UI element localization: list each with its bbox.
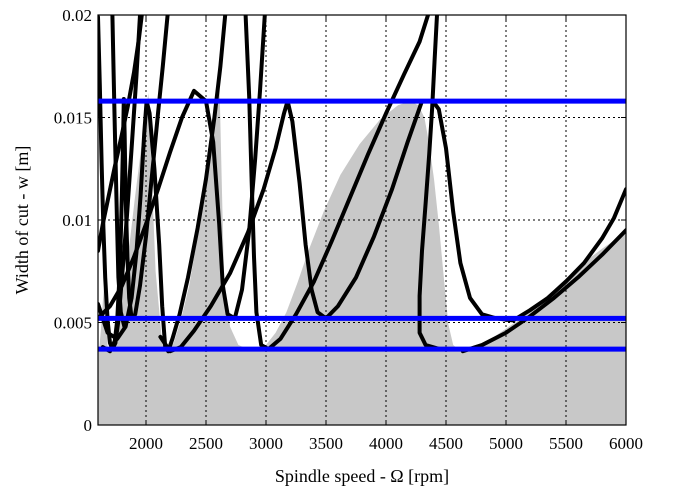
x-tick-label: 3500 bbox=[309, 434, 343, 453]
lobe-curve-8 bbox=[417, 15, 460, 352]
x-tick-label: 5000 bbox=[489, 434, 523, 453]
lobe-curve-2 bbox=[98, 15, 267, 321]
x-axis-label: Spindle speed - Ω [rpm] bbox=[275, 466, 449, 486]
y-axis-label: Width of cut - w [m] bbox=[12, 146, 32, 295]
x-tick-label: 3000 bbox=[249, 434, 283, 453]
y-tick-label: 0.02 bbox=[62, 6, 92, 25]
x-tick-label: 2500 bbox=[189, 434, 223, 453]
y-tick-label: 0.01 bbox=[62, 211, 92, 230]
x-tick-label: 2000 bbox=[129, 434, 163, 453]
x-tick-label: 4000 bbox=[369, 434, 403, 453]
x-tick-label: 4500 bbox=[429, 434, 463, 453]
lobe-curve-6 bbox=[158, 99, 424, 354]
tick-marks bbox=[98, 14, 627, 426]
lobe-curve-10 bbox=[460, 228, 626, 354]
x-tick-label: 5500 bbox=[549, 434, 583, 453]
lobe-curve-5 bbox=[110, 15, 127, 329]
limit-lines bbox=[98, 98, 626, 352]
y-tick-label: 0 bbox=[84, 416, 93, 435]
x-tick-label: 6000 bbox=[609, 434, 643, 453]
y-tick-label: 0.015 bbox=[54, 109, 92, 128]
plot-content bbox=[98, 15, 626, 425]
y-tick-label: 0.005 bbox=[54, 314, 92, 333]
